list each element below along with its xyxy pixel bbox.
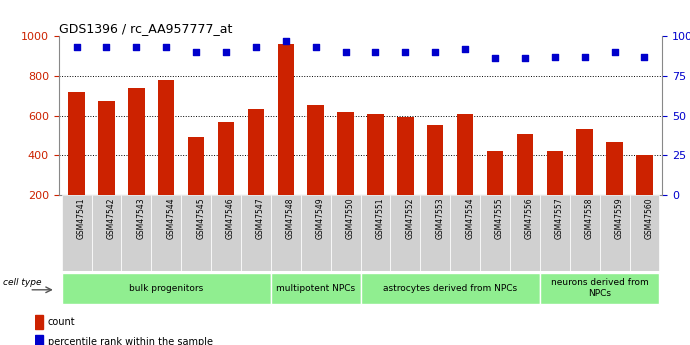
Text: GSM47543: GSM47543 <box>137 197 146 239</box>
Bar <box>68 92 85 195</box>
Point <box>131 45 142 50</box>
Text: GSM47551: GSM47551 <box>375 197 384 239</box>
Text: GSM47550: GSM47550 <box>346 197 355 239</box>
Bar <box>92 195 121 271</box>
Bar <box>360 195 391 271</box>
Bar <box>218 121 234 195</box>
Bar <box>181 195 211 271</box>
Bar <box>158 80 175 195</box>
Text: GSM47558: GSM47558 <box>584 197 593 239</box>
Bar <box>128 88 145 195</box>
Text: GSM47542: GSM47542 <box>106 197 115 239</box>
Point <box>579 54 590 60</box>
Bar <box>188 137 204 195</box>
Bar <box>241 195 271 271</box>
Text: neurons derived from
NPCs: neurons derived from NPCs <box>551 278 649 298</box>
Point <box>400 49 411 55</box>
Text: GSM47552: GSM47552 <box>405 197 415 239</box>
Bar <box>337 112 354 195</box>
Bar <box>151 195 181 271</box>
Bar <box>61 195 92 271</box>
Bar <box>360 273 540 304</box>
Text: count: count <box>48 317 75 327</box>
Bar <box>98 101 115 195</box>
Bar <box>34 335 43 345</box>
Bar <box>271 273 360 304</box>
Bar <box>570 195 600 271</box>
Bar <box>277 44 294 195</box>
Bar <box>420 195 450 271</box>
Bar <box>629 195 660 271</box>
Point <box>520 56 531 61</box>
Text: GSM47544: GSM47544 <box>166 197 175 239</box>
Text: GSM47549: GSM47549 <box>316 197 325 239</box>
Text: GSM47545: GSM47545 <box>196 197 205 239</box>
Text: cell type: cell type <box>3 278 41 287</box>
Bar <box>636 155 653 195</box>
Bar <box>271 195 301 271</box>
Point <box>639 54 650 60</box>
Text: GSM47560: GSM47560 <box>644 197 653 239</box>
Bar <box>397 117 413 195</box>
Point <box>310 45 322 50</box>
Point <box>71 45 82 50</box>
Bar <box>367 114 384 195</box>
Text: GSM47541: GSM47541 <box>77 197 86 239</box>
Text: GSM47555: GSM47555 <box>495 197 504 239</box>
Bar <box>427 126 444 195</box>
Bar <box>576 129 593 195</box>
Point <box>340 49 351 55</box>
Text: GSM47557: GSM47557 <box>555 197 564 239</box>
Point <box>250 45 262 50</box>
Text: bulk progenitors: bulk progenitors <box>129 284 204 293</box>
Bar <box>607 142 623 195</box>
Text: astrocytes derived from NPCs: astrocytes derived from NPCs <box>383 284 518 293</box>
Point <box>549 54 560 60</box>
Bar <box>391 195 420 271</box>
Point <box>489 56 500 61</box>
Bar <box>331 195 360 271</box>
Bar <box>308 105 324 195</box>
Bar <box>510 195 540 271</box>
Text: GSM47554: GSM47554 <box>465 197 474 239</box>
Point <box>460 46 471 52</box>
Bar <box>517 135 533 195</box>
Bar <box>457 114 473 195</box>
Text: GSM47556: GSM47556 <box>525 197 534 239</box>
Point <box>370 49 381 55</box>
Bar <box>540 195 570 271</box>
Text: GSM47546: GSM47546 <box>226 197 235 239</box>
Point <box>280 38 291 44</box>
Bar <box>248 109 264 195</box>
Point <box>190 49 201 55</box>
Text: multipotent NPCs: multipotent NPCs <box>276 284 355 293</box>
Text: GSM47547: GSM47547 <box>256 197 265 239</box>
Bar <box>61 273 271 304</box>
Bar <box>450 195 480 271</box>
Point <box>221 49 232 55</box>
Point <box>609 49 620 55</box>
Bar <box>487 151 503 195</box>
Bar <box>34 315 43 329</box>
Bar <box>301 195 331 271</box>
Text: percentile rank within the sample: percentile rank within the sample <box>48 337 213 345</box>
Text: GSM47559: GSM47559 <box>615 197 624 239</box>
Bar <box>480 195 510 271</box>
Point <box>161 45 172 50</box>
Bar <box>600 195 629 271</box>
Bar <box>546 151 563 195</box>
Bar <box>121 195 151 271</box>
Bar <box>211 195 241 271</box>
Text: GSM47548: GSM47548 <box>286 197 295 239</box>
Text: GSM47553: GSM47553 <box>435 197 444 239</box>
Point <box>430 49 441 55</box>
Bar <box>540 273 660 304</box>
Text: GDS1396 / rc_AA957777_at: GDS1396 / rc_AA957777_at <box>59 22 232 35</box>
Point <box>101 45 112 50</box>
